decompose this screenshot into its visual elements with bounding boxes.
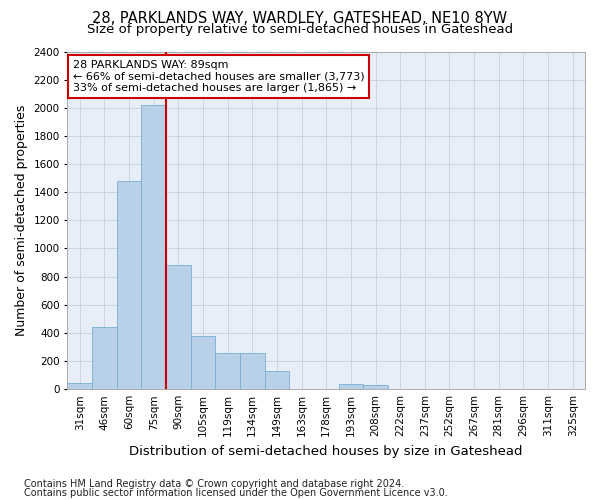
Bar — [338, 384, 363, 389]
Text: Size of property relative to semi-detached houses in Gateshead: Size of property relative to semi-detach… — [87, 22, 513, 36]
Text: 28 PARKLANDS WAY: 89sqm
← 66% of semi-detached houses are smaller (3,773)
33% of: 28 PARKLANDS WAY: 89sqm ← 66% of semi-de… — [73, 60, 364, 93]
Bar — [166, 266, 191, 389]
Text: Contains HM Land Registry data © Crown copyright and database right 2024.: Contains HM Land Registry data © Crown c… — [24, 479, 404, 489]
Text: Contains public sector information licensed under the Open Government Licence v3: Contains public sector information licen… — [24, 488, 448, 498]
Bar — [191, 336, 215, 389]
Bar — [265, 371, 289, 389]
X-axis label: Distribution of semi-detached houses by size in Gateshead: Distribution of semi-detached houses by … — [130, 444, 523, 458]
Bar — [117, 181, 142, 389]
Text: 28, PARKLANDS WAY, WARDLEY, GATESHEAD, NE10 8YW: 28, PARKLANDS WAY, WARDLEY, GATESHEAD, N… — [92, 11, 508, 26]
Bar — [363, 385, 388, 389]
Bar — [240, 354, 265, 389]
Bar — [215, 354, 240, 389]
Bar — [92, 326, 117, 389]
Bar — [142, 105, 166, 389]
Y-axis label: Number of semi-detached properties: Number of semi-detached properties — [15, 104, 28, 336]
Bar — [67, 383, 92, 389]
